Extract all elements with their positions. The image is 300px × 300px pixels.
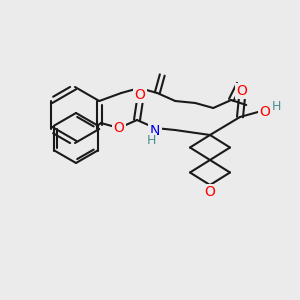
Text: H: H <box>146 134 156 148</box>
Text: N: N <box>150 124 160 138</box>
Text: O: O <box>114 121 124 135</box>
Text: O: O <box>205 185 215 199</box>
Text: O: O <box>135 88 146 102</box>
Text: O: O <box>237 84 248 98</box>
Text: H: H <box>271 100 281 113</box>
Text: O: O <box>260 105 270 119</box>
